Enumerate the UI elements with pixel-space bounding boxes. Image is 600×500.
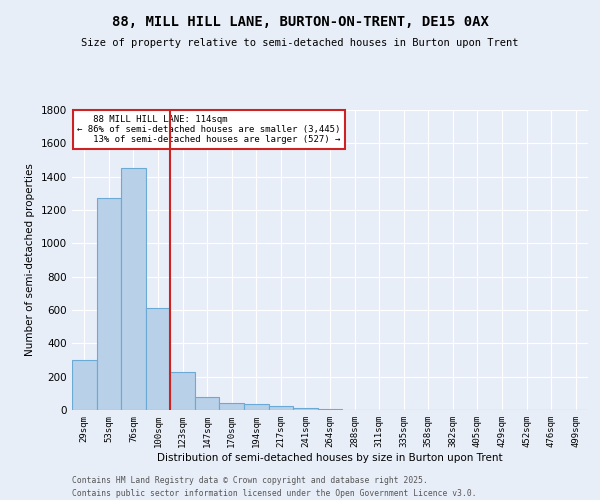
Bar (244, 404, 269, 410)
Bar (195, 396, 220, 410)
Bar (72, 360, 97, 410)
Text: Size of property relative to semi-detached houses in Burton upon Trent: Size of property relative to semi-detach… (81, 38, 519, 48)
Bar (220, 404, 244, 410)
Text: Contains public sector information licensed under the Open Government Licence v3: Contains public sector information licen… (72, 488, 476, 498)
Text: 88 MILL HILL LANE: 114sqm
← 86% of semi-detached houses are smaller (3,445)
   1: 88 MILL HILL LANE: 114sqm ← 86% of semi-… (77, 114, 341, 144)
Text: 88, MILL HILL LANE, BURTON-ON-TRENT, DE15 0AX: 88, MILL HILL LANE, BURTON-ON-TRENT, DE1… (112, 15, 488, 29)
Bar (146, 308, 170, 410)
Text: Contains HM Land Registry data © Crown copyright and database right 2025.: Contains HM Land Registry data © Crown c… (72, 476, 428, 485)
Bar (269, 406, 293, 410)
Bar (121, 168, 146, 410)
Bar (318, 408, 342, 410)
X-axis label: Distribution of semi-detached houses by size in Burton upon Trent: Distribution of semi-detached houses by … (157, 452, 503, 462)
Bar (293, 408, 318, 410)
Bar (170, 372, 195, 410)
Y-axis label: Number of semi-detached properties: Number of semi-detached properties (25, 164, 35, 356)
Bar (97, 198, 121, 410)
